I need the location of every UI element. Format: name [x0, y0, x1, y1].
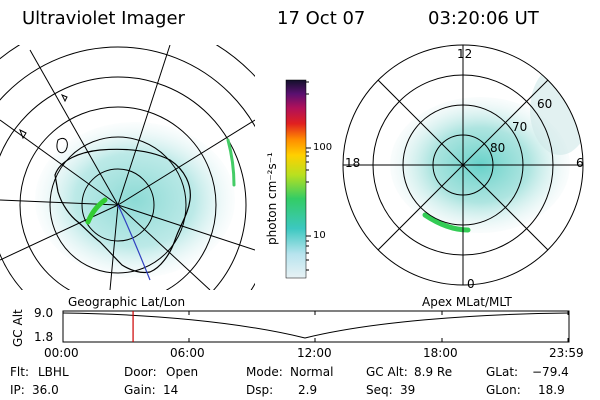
mlat-mlt-polar-plot [342, 44, 584, 286]
glon-label: GLon: [486, 383, 521, 397]
seq-value: 39 [400, 383, 416, 397]
time-tick-0600: 06:00 [170, 346, 205, 360]
mlat-label-60: 60 [537, 97, 553, 111]
time-label: 03:20:06 UT [428, 8, 539, 29]
flt-value: LBHL [38, 365, 69, 379]
dsp-value: 2.9 [298, 383, 318, 397]
glon-value: 18.9 [538, 383, 565, 397]
gc-alt-label: GC Alt: [366, 365, 408, 379]
aurora-arc-right [422, 212, 471, 233]
aurora-emission-left [35, 122, 235, 278]
altitude-tick-9: 9.0 [34, 306, 54, 320]
colorbar-tick-10: 10 [313, 230, 326, 241]
geographic-map [0, 45, 255, 290]
mlt-label-6: 6 [576, 156, 584, 170]
mlt-label-18: 18 [345, 156, 361, 170]
altitude-tick-1-8: 1.8 [34, 330, 54, 344]
time-tick-1800: 18:00 [423, 346, 458, 360]
door-label: Door: [124, 365, 157, 379]
antarctica-coastline [54, 148, 191, 274]
glat-label: GLat: [486, 365, 519, 379]
colorbar [285, 79, 307, 279]
gain-value: 14 [163, 383, 179, 397]
door-value: Open [166, 365, 199, 379]
app-title: Ultraviolet Imager [22, 8, 185, 29]
seq-label: Seq: [366, 383, 393, 397]
mlat-label-70: 70 [512, 120, 528, 134]
aurora-arc-left [85, 197, 108, 225]
ip-label: IP: [10, 383, 25, 397]
altitude-curve [62, 312, 570, 339]
right-panel-label: Apex MLat/MLT [422, 295, 512, 309]
date-label: 17 Oct 07 [277, 8, 366, 29]
left-panel-label: Geographic Lat/Lon [68, 295, 186, 309]
altitude-strip [62, 310, 570, 343]
time-tick-1200: 12:00 [297, 346, 332, 360]
mlt-label-0: 0 [467, 277, 475, 291]
time-tick-0000: 00:00 [44, 346, 79, 360]
satellite-track [117, 204, 151, 281]
mlat-label-80: 80 [490, 141, 506, 155]
time-tick-2359: 23:59 [549, 346, 584, 360]
mode-label: Mode: [246, 365, 283, 379]
gc-alt-value: 8.9 Re [414, 365, 453, 379]
mode-value: Normal [290, 365, 334, 379]
glat-value: −79.4 [532, 365, 569, 379]
altitude-axis-label: GC Alt [11, 309, 25, 347]
ip-value: 36.0 [32, 383, 59, 397]
colorbar-unit-label: photon cm⁻²s⁻¹ [265, 152, 279, 245]
flt-label: Flt: [10, 365, 29, 379]
dsp-label: Dsp: [246, 383, 274, 397]
colorbar-tick-100: 100 [313, 142, 333, 153]
mlt-label-12: 12 [457, 47, 473, 61]
gain-label: Gain: [124, 383, 156, 397]
